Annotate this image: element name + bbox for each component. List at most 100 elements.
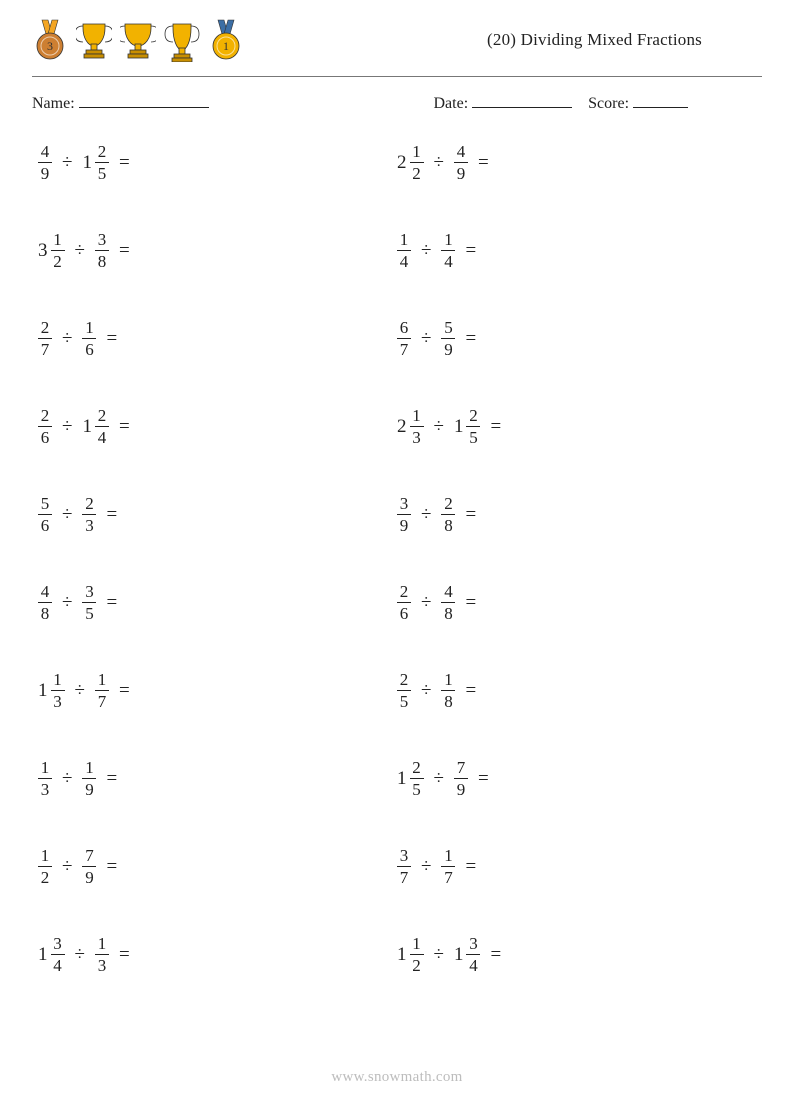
- numerator: 1: [410, 406, 423, 425]
- gold-trophy-narrow-icon: [76, 18, 112, 62]
- fraction-bar: [441, 338, 455, 339]
- fraction-bar: [397, 866, 411, 867]
- denominator: 2: [410, 164, 423, 183]
- operator-divide: ÷: [71, 944, 89, 966]
- fraction-bar: [95, 690, 109, 691]
- fraction: 2 3: [82, 494, 96, 535]
- whole-part: 1: [454, 417, 465, 436]
- numerator: 4: [442, 582, 455, 601]
- fraction: 5 9: [441, 318, 455, 359]
- svg-text:1: 1: [223, 39, 229, 53]
- denominator: 5: [96, 164, 109, 183]
- equals-sign: =: [474, 152, 493, 174]
- denominator: 9: [398, 516, 411, 535]
- fraction: 1 3: [51, 670, 65, 711]
- mixed-number: 2 1 2: [397, 142, 424, 183]
- denominator: 4: [442, 252, 455, 271]
- fraction: 2 4: [95, 406, 109, 447]
- mixed-number: 1 1 2: [397, 934, 424, 975]
- numerator: 4: [39, 582, 52, 601]
- denominator: 6: [39, 516, 52, 535]
- numerator: 3: [398, 846, 411, 865]
- header-row: 3: [32, 8, 762, 72]
- fraction: 1 6: [82, 318, 96, 359]
- problems-grid: 4 9 ÷ 1 2 5 = 2 1 2 ÷ 4 9 = 3: [32, 131, 762, 979]
- fraction-bar: [454, 778, 468, 779]
- fraction: 1 3: [38, 758, 52, 799]
- worksheet-title: (20) Dividing Mixed Fractions: [487, 30, 762, 50]
- header-rule: [32, 76, 762, 77]
- fraction-bar: [95, 162, 109, 163]
- fraction: 1 4: [441, 230, 455, 271]
- fraction-bar: [95, 250, 109, 251]
- fraction: 2 5: [410, 758, 424, 799]
- equals-sign: =: [461, 680, 480, 702]
- fraction: 1 9: [82, 758, 96, 799]
- date-blank[interactable]: [472, 91, 572, 108]
- equals-sign: =: [486, 416, 505, 438]
- fraction-bar: [397, 514, 411, 515]
- fraction: 3 8: [95, 230, 109, 271]
- whole-part: 1: [454, 945, 465, 964]
- operator-divide: ÷: [417, 504, 435, 526]
- operator-divide: ÷: [417, 328, 435, 350]
- fraction: 2 5: [95, 142, 109, 183]
- equals-sign: =: [461, 504, 480, 526]
- fraction: 2 5: [466, 406, 480, 447]
- problem-17: 1 2 ÷ 7 9 =: [38, 843, 397, 891]
- problem-2: 2 1 2 ÷ 4 9 =: [397, 139, 756, 187]
- numerator: 1: [410, 934, 423, 953]
- fraction-bar: [51, 690, 65, 691]
- date-field-group: Date:: [434, 91, 573, 113]
- denominator: 8: [39, 604, 52, 623]
- equals-sign: =: [115, 240, 134, 262]
- mixed-number: 1 3 4: [38, 934, 65, 975]
- equals-sign: =: [474, 768, 493, 790]
- fraction: 3 4: [51, 934, 65, 975]
- whole-part: 1: [397, 769, 408, 788]
- numerator: 2: [398, 670, 411, 689]
- numerator: 1: [442, 230, 455, 249]
- denominator: 6: [83, 340, 96, 359]
- fraction-bar: [82, 514, 96, 515]
- numerator: 1: [51, 670, 64, 689]
- denominator: 7: [39, 340, 52, 359]
- equals-sign: =: [461, 240, 480, 262]
- numerator: 7: [455, 758, 468, 777]
- whole-part: 1: [82, 417, 93, 436]
- denominator: 7: [442, 868, 455, 887]
- numerator: 1: [442, 846, 455, 865]
- fraction: 2 7: [38, 318, 52, 359]
- denominator: 2: [39, 868, 52, 887]
- name-field-group: Name:: [32, 91, 434, 113]
- denominator: 9: [442, 340, 455, 359]
- fraction: 4 9: [454, 142, 468, 183]
- gold-medal-icon: 1: [208, 18, 244, 62]
- mixed-number: 1 2 5: [397, 758, 424, 799]
- fraction-bar: [454, 162, 468, 163]
- denominator: 3: [96, 956, 109, 975]
- fraction: 5 6: [38, 494, 52, 535]
- fraction-bar: [51, 954, 65, 955]
- name-blank[interactable]: [79, 91, 209, 108]
- mixed-number: 2 1 3: [397, 406, 424, 447]
- fraction-bar: [82, 602, 96, 603]
- problem-14: 2 5 ÷ 1 8 =: [397, 667, 756, 715]
- operator-divide: ÷: [417, 856, 435, 878]
- fraction-bar: [82, 866, 96, 867]
- problem-8: 2 1 3 ÷ 1 2 5 =: [397, 403, 756, 451]
- whole-part: 2: [397, 417, 408, 436]
- operator-divide: ÷: [430, 152, 448, 174]
- mixed-number: 1 1 3: [38, 670, 65, 711]
- fraction: 2 8: [441, 494, 455, 535]
- operator-divide: ÷: [417, 592, 435, 614]
- numerator: 2: [398, 582, 411, 601]
- equals-sign: =: [461, 856, 480, 878]
- denominator: 4: [467, 956, 480, 975]
- fraction-bar: [51, 250, 65, 251]
- problem-11: 4 8 ÷ 3 5 =: [38, 579, 397, 627]
- equals-sign: =: [102, 504, 121, 526]
- score-blank[interactable]: [633, 91, 688, 108]
- fraction: 2 5: [397, 670, 411, 711]
- numerator: 5: [442, 318, 455, 337]
